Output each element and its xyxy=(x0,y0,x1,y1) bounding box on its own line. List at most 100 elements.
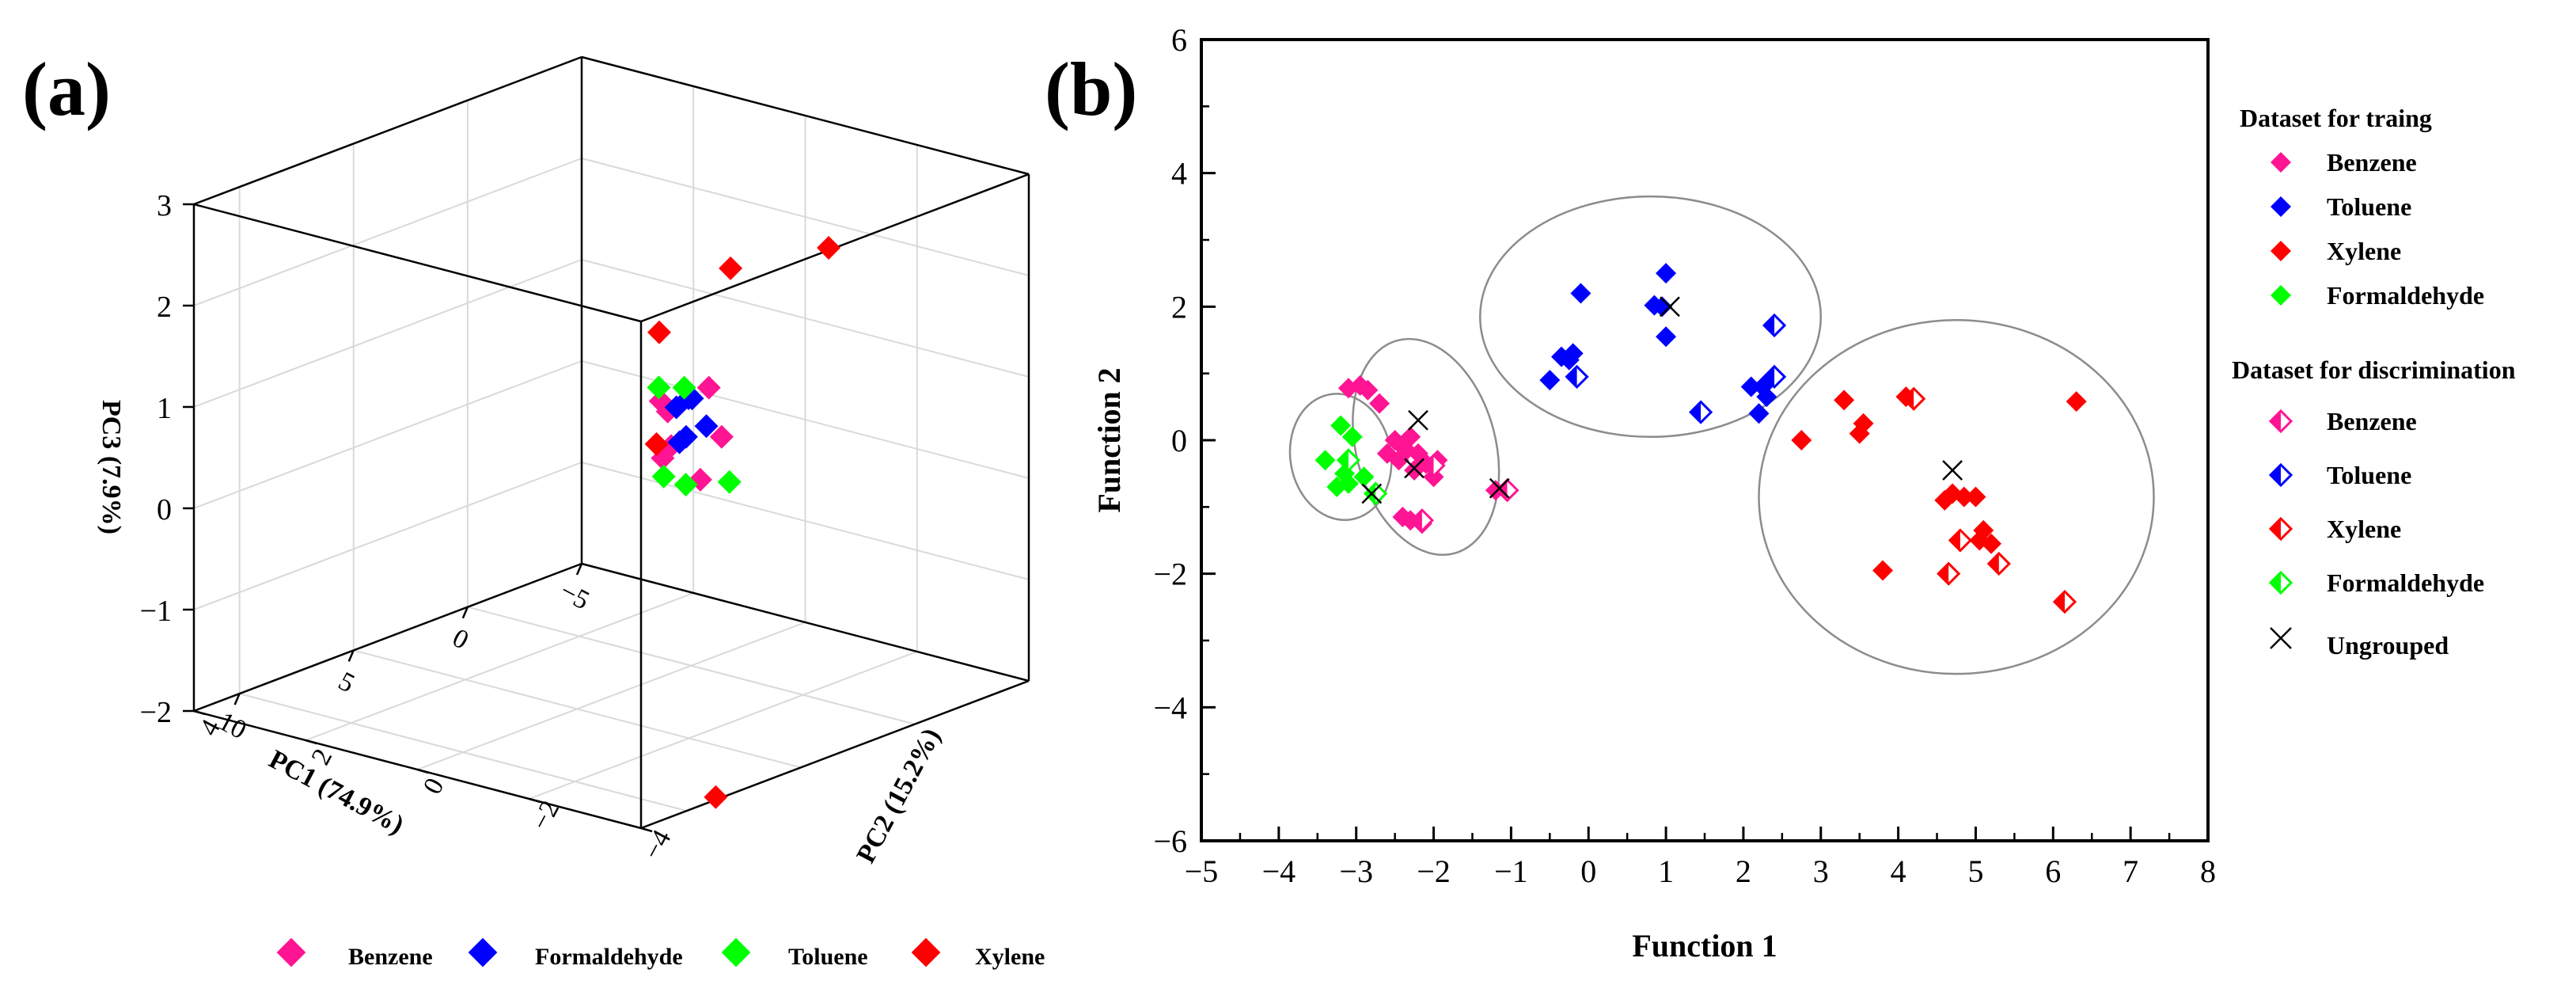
x-tick-label: −4 xyxy=(1262,853,1296,889)
y-tick-label: 6 xyxy=(1171,22,1187,58)
training-point-formaldehyde xyxy=(1315,450,1336,471)
y-tick-label: −6 xyxy=(1153,823,1187,859)
legend-group-title-discrimination: Dataset for discrimination xyxy=(2232,355,2516,384)
x-tick-label: −5 xyxy=(555,576,594,616)
training-point-toluene xyxy=(1740,376,1762,397)
panel-a-gridlines xyxy=(193,56,1030,829)
x-tick-mark xyxy=(347,649,355,662)
ungrouped-centroid-marker xyxy=(1489,477,1510,499)
box-edge xyxy=(581,55,1030,176)
training-point-xylene xyxy=(1872,560,1894,581)
legend-marker-xylene xyxy=(911,937,941,967)
point-formaldehyde xyxy=(694,414,719,439)
legend-marker-training-xylene xyxy=(2271,241,2291,261)
legend-label-formaldehyde: Formaldehyde xyxy=(535,944,683,970)
legend-label-discrimination-formaldehyde: Formaldehyde xyxy=(2327,568,2484,597)
legend-marker-discrimination-xylene xyxy=(2268,516,2293,542)
training-point-toluene xyxy=(1748,403,1770,424)
x-tick-label: −3 xyxy=(1339,853,1373,889)
legend-label-benzene: Benzene xyxy=(348,944,433,970)
x-tick-mark xyxy=(233,693,241,705)
x-tick-label: −5 xyxy=(1185,853,1219,889)
ungrouped-centroid-marker xyxy=(1408,409,1428,431)
x-tick-mark xyxy=(461,606,469,619)
training-point-xylene xyxy=(1965,486,1986,508)
z-tick-label: 3 xyxy=(157,189,172,222)
panel-b-axis-ticks: −5 −4 −3 −2 −1 0 1 2 3 4 5 6 7 8 −6 −4 −2 0 2 4 6 xyxy=(1153,22,2216,889)
panel-b-y-axis-label: Function 2 xyxy=(1091,367,1127,512)
x-tick-label: 5 xyxy=(334,667,359,699)
legend-label-xylene: Xylene xyxy=(975,944,1045,970)
y-tick-mark xyxy=(640,827,653,833)
legend-label-discrimination-xylene: Xylene xyxy=(2327,515,2401,543)
ungrouped-centroid-marker xyxy=(1361,483,1383,504)
panel-a-label: (a) xyxy=(22,47,111,131)
panel-a-legend: Benzene Formaldehyde Toluene Xylene xyxy=(276,937,1045,970)
y-tick-mark xyxy=(193,709,206,716)
training-point-toluene xyxy=(1539,370,1561,391)
y-tick-label: 0 xyxy=(1171,423,1187,458)
x-tick-label: 1 xyxy=(1658,853,1674,889)
point-toluene xyxy=(647,375,671,400)
discrimination-point-benzene xyxy=(1495,478,1519,503)
box-edge xyxy=(640,679,1030,830)
legend-item-toluene: Toluene xyxy=(721,937,868,970)
training-point-toluene xyxy=(1562,343,1584,364)
legend-marker-toluene xyxy=(721,937,751,967)
y-tick-label: −4 xyxy=(1153,690,1187,725)
legend-label-discrimination-toluene: Toluene xyxy=(2327,461,2411,489)
legend-marker-training-formaldehyde xyxy=(2271,285,2291,306)
panel-b-x-axis-label: Function 1 xyxy=(1632,928,1777,964)
panel-a-y-axis-label: PC2 (15.2%) xyxy=(852,724,947,868)
x-tick-label: −1 xyxy=(1494,853,1528,889)
training-point-xylene xyxy=(1953,486,1975,508)
legend-marker-formaldehyde xyxy=(468,937,498,967)
legend-marker-benzene xyxy=(276,937,306,967)
discrimination-point-xylene xyxy=(1902,386,1926,411)
point-toluene xyxy=(717,469,742,494)
legend-marker-discrimination-formaldehyde xyxy=(2268,570,2293,595)
discrimination-point-formaldehyde xyxy=(1364,481,1388,506)
group-ellipse-benzene xyxy=(1352,337,1500,557)
point-formaldehyde xyxy=(667,430,692,454)
point-toluene xyxy=(651,464,676,488)
z-tick-label: −2 xyxy=(140,696,172,729)
x-tick-label: 3 xyxy=(1813,853,1829,889)
training-point-formaldehyde xyxy=(1330,415,1352,436)
training-point-xylene xyxy=(1791,430,1812,450)
training-point-formaldehyde xyxy=(1353,466,1375,488)
legend-marker-discrimination-toluene xyxy=(2268,462,2293,488)
x-tick-label: 5 xyxy=(1967,853,1983,889)
legend-label-training-xylene: Xylene xyxy=(2327,237,2401,265)
x-tick-label: 8 xyxy=(2200,853,2216,889)
training-point-benzene xyxy=(1392,506,1413,527)
point-xylene xyxy=(644,431,669,456)
training-point-benzene xyxy=(1357,379,1379,401)
x-tick-label: 2 xyxy=(1736,853,1751,889)
z-tick-label: 2 xyxy=(157,291,172,324)
legend-marker-training-toluene xyxy=(2271,196,2291,217)
point-benzene xyxy=(696,375,721,400)
discrimination-point-benzene xyxy=(1409,508,1434,533)
x-tick-label: −2 xyxy=(1417,853,1451,889)
z-tick-label: 1 xyxy=(157,392,172,425)
legend-item-benzene: Benzene xyxy=(276,937,433,970)
x-tick-label: 6 xyxy=(2045,853,2061,889)
discrimination-point-xylene xyxy=(1948,528,1973,553)
discrimination-point-xylene xyxy=(1986,551,2011,576)
training-point-toluene xyxy=(1656,263,1677,284)
legend-item-formaldehyde: Formaldehyde xyxy=(468,937,683,970)
point-formaldehyde xyxy=(664,395,689,420)
training-point-xylene xyxy=(1969,530,1990,551)
y-tick-mark xyxy=(417,768,429,774)
x-tick-label: 0 xyxy=(1580,853,1596,889)
training-point-xylene xyxy=(1834,390,1855,411)
training-point-xylene xyxy=(2066,391,2087,412)
training-point-toluene xyxy=(1570,283,1592,304)
discrimination-point-toluene xyxy=(1688,400,1713,424)
legend-label-discrimination-benzene: Benzene xyxy=(2327,407,2417,435)
legend-label-ungrouped: Ungrouped xyxy=(2327,631,2449,660)
legend-marker-ungrouped xyxy=(2270,627,2292,649)
